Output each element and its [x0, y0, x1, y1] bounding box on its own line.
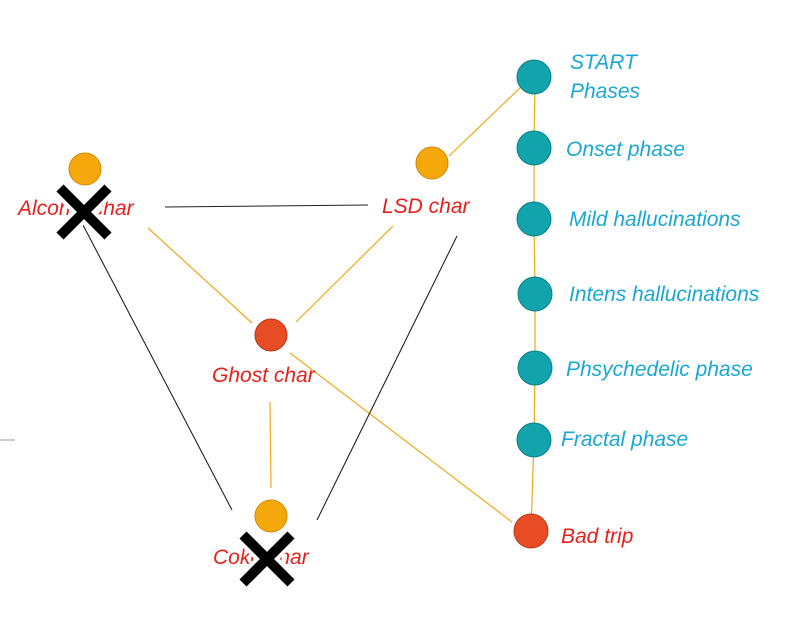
edge-lsd-start [448, 85, 523, 157]
lsd-node[interactable] [415, 146, 449, 180]
edge-ghost-coke [269, 401, 272, 489]
mild-node[interactable] [516, 201, 552, 237]
fractal-node[interactable] [516, 422, 552, 458]
fractal-label: Fractal phase [561, 428, 688, 451]
start-label-line2: Phases [570, 80, 641, 103]
intens-node[interactable] [517, 276, 553, 312]
edge-alcohol-lsd [164, 204, 369, 208]
coke-node[interactable] [254, 499, 288, 533]
edge-alcohol-coke [82, 224, 233, 511]
ghost-label: Ghost char [212, 364, 316, 387]
ghost-node[interactable] [254, 318, 288, 352]
x-mark-icon [53, 181, 115, 243]
onset-label: Onset phase [566, 138, 685, 161]
mild-label: Mild hallucinations [569, 208, 741, 231]
bad-trip-label: Bad trip [561, 525, 633, 548]
start-node[interactable] [516, 59, 552, 95]
edge-ghost-badtrip [289, 352, 513, 523]
x-mark-icon [236, 528, 298, 590]
lsd-label: LSD char [382, 195, 471, 218]
psychedelic-label: Phsychedelic phase [566, 358, 753, 381]
alcohol-node[interactable] [68, 152, 102, 186]
edge-lsd-ghost [295, 225, 394, 323]
onset-node[interactable] [516, 130, 552, 166]
psychedelic-node[interactable] [517, 350, 553, 386]
intens-label: Intens hallucinations [569, 283, 760, 306]
bad-trip-node[interactable] [513, 513, 549, 549]
edge-alcohol-ghost [147, 227, 253, 324]
edge-lsd-coke [316, 235, 458, 521]
start-label-line1: START [570, 51, 639, 74]
